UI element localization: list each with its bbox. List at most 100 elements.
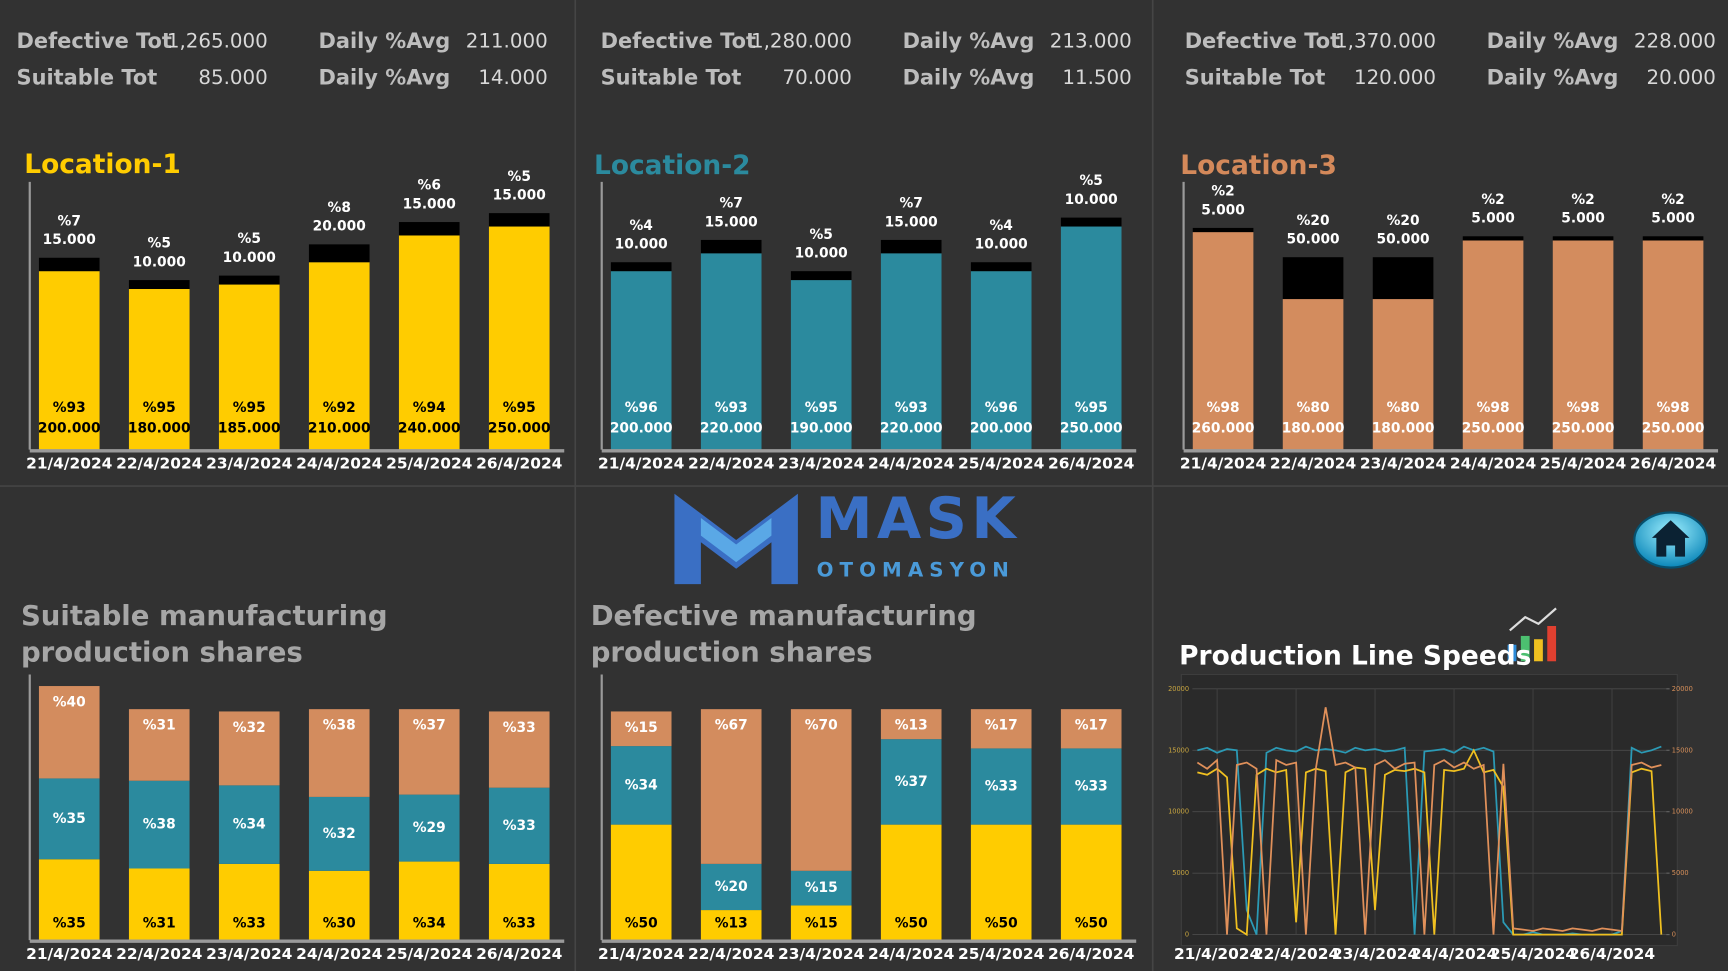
- stat-label: Suitable Tot: [1185, 65, 1326, 89]
- value-label: 15.000: [885, 214, 938, 230]
- share-label: %8: [328, 200, 351, 216]
- share-label: %6: [418, 178, 441, 194]
- share-label: %5: [508, 169, 531, 185]
- value-label: 5.000: [1201, 202, 1245, 218]
- x-tick-label: 23/4/2024: [206, 945, 293, 963]
- share-label: %92: [323, 400, 356, 416]
- bar-segment: [1552, 236, 1614, 241]
- x-tick-label: 23/4/2024: [778, 945, 865, 963]
- bar-segment: [38, 859, 100, 941]
- value-label: %50: [895, 916, 928, 932]
- value-label: 15.000: [43, 232, 96, 248]
- bar-segment: [610, 824, 672, 941]
- share-label: %7: [720, 196, 743, 212]
- bar-segment: [38, 257, 100, 272]
- bar-segment: [218, 284, 280, 450]
- value-label: %13: [895, 718, 928, 734]
- share-label: %95: [143, 400, 176, 416]
- share-label: %5: [238, 231, 261, 247]
- value-label: %37: [413, 718, 446, 734]
- share-label: %94: [413, 400, 446, 416]
- value-label: %33: [503, 818, 536, 834]
- bar-segment: [880, 709, 942, 740]
- share-label: %20: [1297, 213, 1330, 229]
- bar-segment: [1462, 236, 1524, 241]
- x-tick-label: 23/4/2024: [778, 455, 865, 473]
- value-label: %33: [503, 916, 536, 932]
- bar-segment: [398, 235, 460, 450]
- bar-segment: [488, 787, 550, 864]
- bar-segment: [790, 905, 852, 941]
- home-button[interactable]: [1633, 511, 1709, 569]
- value-label: 5.000: [1471, 211, 1515, 227]
- chart-title: Defective manufacturing: [591, 600, 977, 632]
- y2-tick-label: 0: [1672, 931, 1676, 939]
- stat-label: Defective Tot: [1185, 29, 1340, 53]
- share-label: %93: [715, 400, 748, 416]
- logo-icon: [700, 518, 772, 563]
- value-label: %32: [323, 826, 356, 842]
- value-label: %17: [1075, 718, 1108, 734]
- icon-bar: [1547, 626, 1557, 662]
- bar-segment: [700, 863, 762, 911]
- x-tick-label: 22/4/2024: [1270, 455, 1357, 473]
- x-tick-label: 22/4/2024: [116, 455, 203, 473]
- bar-segment: [488, 863, 550, 941]
- home-icon[interactable]: [1651, 520, 1690, 557]
- bar-segment: [970, 271, 1032, 450]
- value-label: 180.000: [1372, 421, 1435, 437]
- stat-value: 213.000: [1050, 29, 1132, 52]
- value-label: %70: [805, 718, 838, 734]
- value-label: %15: [805, 880, 838, 896]
- bar-segment: [1372, 257, 1434, 300]
- bar-segment: [880, 824, 942, 941]
- bar-segment: [398, 861, 460, 941]
- value-label: 50.000: [1377, 232, 1430, 248]
- stat-label: Daily %Avg: [318, 65, 450, 89]
- bar-segment: [488, 213, 550, 227]
- bar-segment: [700, 253, 762, 450]
- x-tick-label: 24/4/2024: [868, 455, 955, 473]
- value-label: 15.000: [493, 187, 546, 203]
- x-tick-label: 26/4/2024: [1048, 455, 1135, 473]
- x-tick-label: 25/4/2024: [958, 945, 1045, 963]
- y2-tick-label: 10000: [1672, 808, 1693, 816]
- x-tick-label: 21/4/2024: [1174, 945, 1261, 963]
- share-label: %95: [1075, 400, 1108, 416]
- plot-area: [1180, 673, 1678, 947]
- x-tick-label: 21/4/2024: [598, 455, 685, 473]
- bar-segment: [308, 709, 370, 797]
- stat-value: 11.500: [1062, 66, 1131, 89]
- value-label: 50.000: [1287, 232, 1340, 248]
- value-label: 15.000: [705, 214, 758, 230]
- stat-value: 20.000: [1646, 66, 1715, 89]
- bar-segment: [218, 711, 280, 786]
- value-label: %34: [233, 817, 266, 833]
- value-label: %30: [323, 916, 356, 932]
- x-tick-label: 25/4/2024: [1490, 945, 1577, 963]
- logo: MASK OTOMASYON: [674, 485, 1016, 585]
- share-label: %7: [900, 196, 923, 212]
- bar-segment: [610, 271, 672, 450]
- x-tick-label: 23/4/2024: [206, 455, 293, 473]
- value-label: %37: [895, 774, 928, 790]
- icon-line: [1509, 607, 1557, 632]
- bar-segment: [1552, 240, 1614, 450]
- value-label: %29: [413, 820, 446, 836]
- value-label: %34: [625, 777, 658, 793]
- share-label: %98: [1657, 400, 1690, 416]
- stat-label: Defective Tot: [17, 29, 172, 53]
- share-label: %80: [1297, 400, 1330, 416]
- bar-segment: [1282, 257, 1344, 300]
- value-label: 250.000: [488, 421, 551, 437]
- value-label: 10.000: [223, 250, 276, 266]
- value-label: %50: [625, 916, 658, 932]
- bar-segment: [398, 222, 460, 236]
- share-label: %4: [630, 218, 653, 234]
- bar-segment: [1642, 240, 1704, 450]
- bar-segment: [880, 239, 942, 254]
- bar-segment: [1060, 226, 1122, 450]
- value-label: 190.000: [790, 421, 853, 437]
- bar-segment: [880, 253, 942, 450]
